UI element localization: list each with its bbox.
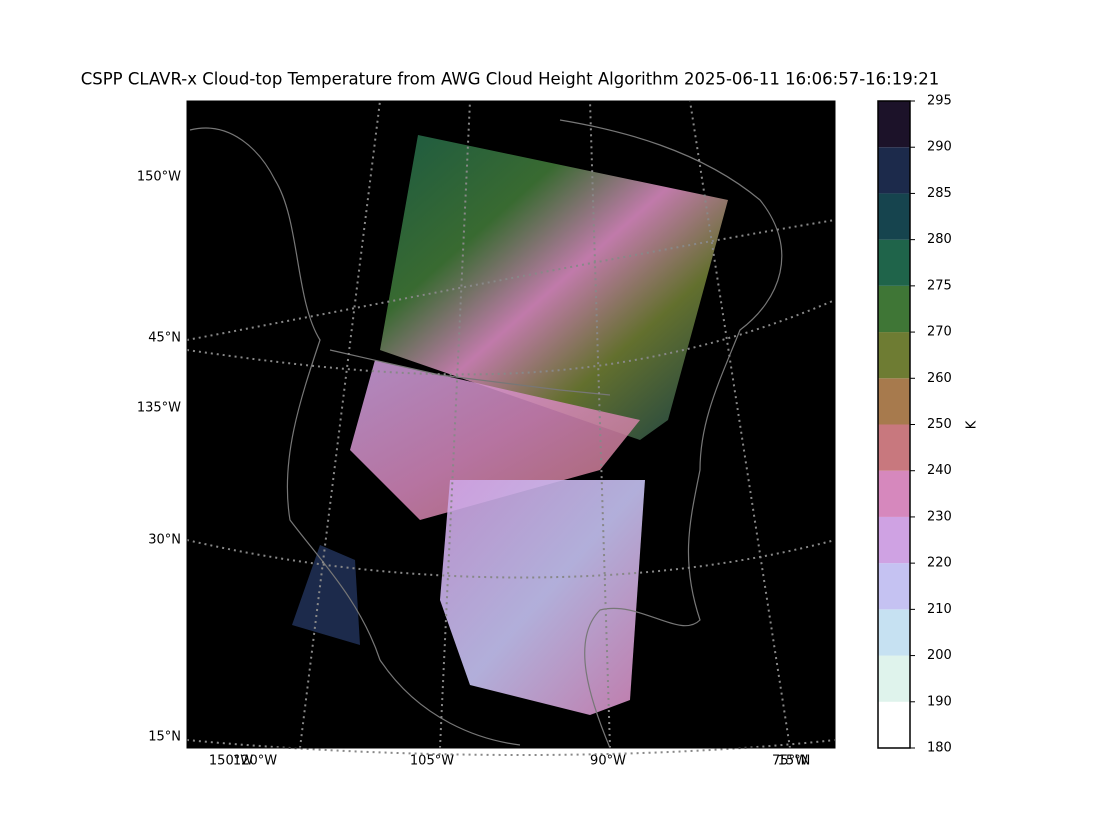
colorbar-tick-label: 230 xyxy=(927,509,952,524)
colorbar-segment xyxy=(878,193,910,240)
colorbar-tick-label: 280 xyxy=(927,232,952,247)
colorbar-segment xyxy=(878,470,910,517)
swath-north xyxy=(380,135,728,440)
colorbar-tick-label: 190 xyxy=(927,694,952,709)
colorbar-segment xyxy=(878,424,910,471)
swath-west xyxy=(292,545,360,645)
lon-label: 150°W xyxy=(209,754,253,769)
graticule xyxy=(186,299,836,376)
colorbar-tick-label: 210 xyxy=(927,602,952,617)
colorbar: 180 190 200 210 220 230 240 250 260 270 275 280 285 2… xyxy=(877,94,952,756)
map xyxy=(186,100,836,756)
colorbar-tick-label: 240 xyxy=(927,463,952,478)
colorbar-segment xyxy=(878,332,910,379)
lon-label: 120°W xyxy=(233,754,277,769)
swath-middle xyxy=(350,360,640,520)
map-frame xyxy=(186,100,836,749)
lat-label: 15°N xyxy=(148,730,181,745)
colorbar-segment xyxy=(878,285,910,333)
title: CSPP CLAVR-x Cloud-top Temperature from … xyxy=(81,70,940,89)
colorbar-tick-label: 285 xyxy=(927,186,952,201)
colorbar-tick-label: 270 xyxy=(927,325,952,340)
lon-label: 75°W xyxy=(772,754,808,769)
lon-label: 90°W xyxy=(590,754,626,769)
lon-label: 105°W xyxy=(410,754,454,769)
colorbar-tick-label: 220 xyxy=(927,556,952,571)
colorbar-segment xyxy=(878,563,910,610)
colorbar-segment xyxy=(878,655,910,702)
colorbar-label: K xyxy=(965,420,980,429)
colorbar-segment xyxy=(878,701,910,748)
swath-south xyxy=(440,480,645,715)
graticule xyxy=(689,100,791,749)
lat-label: 45°N xyxy=(148,331,181,346)
lat-label: 135°W xyxy=(137,401,181,416)
colorbar-tick-label: 180 xyxy=(927,741,952,756)
lon-label: 15°N xyxy=(778,754,811,769)
lat-label: 150°W xyxy=(137,170,181,185)
colorbar-tick-label: 290 xyxy=(927,140,952,155)
colorbar-segment xyxy=(878,147,910,194)
colorbar-tick-label: 200 xyxy=(927,648,952,663)
colorbar-segment xyxy=(878,239,910,286)
graticule xyxy=(186,539,836,579)
coastline-east xyxy=(559,119,783,749)
coastline xyxy=(189,127,521,746)
colorbar-segment xyxy=(878,516,910,564)
colorbar-tick-label: 295 xyxy=(927,94,952,109)
colorbar-segment xyxy=(878,609,910,656)
colorbar-tick-label: 275 xyxy=(927,278,952,293)
colorbar-tick-label: 260 xyxy=(927,371,952,386)
colorbar-tick-label: 250 xyxy=(927,417,952,432)
colorbar-segment xyxy=(878,101,910,148)
graticule xyxy=(299,100,381,749)
lat-label: 30°N xyxy=(148,533,181,548)
border xyxy=(329,349,611,396)
colorbar-segment xyxy=(878,378,910,425)
